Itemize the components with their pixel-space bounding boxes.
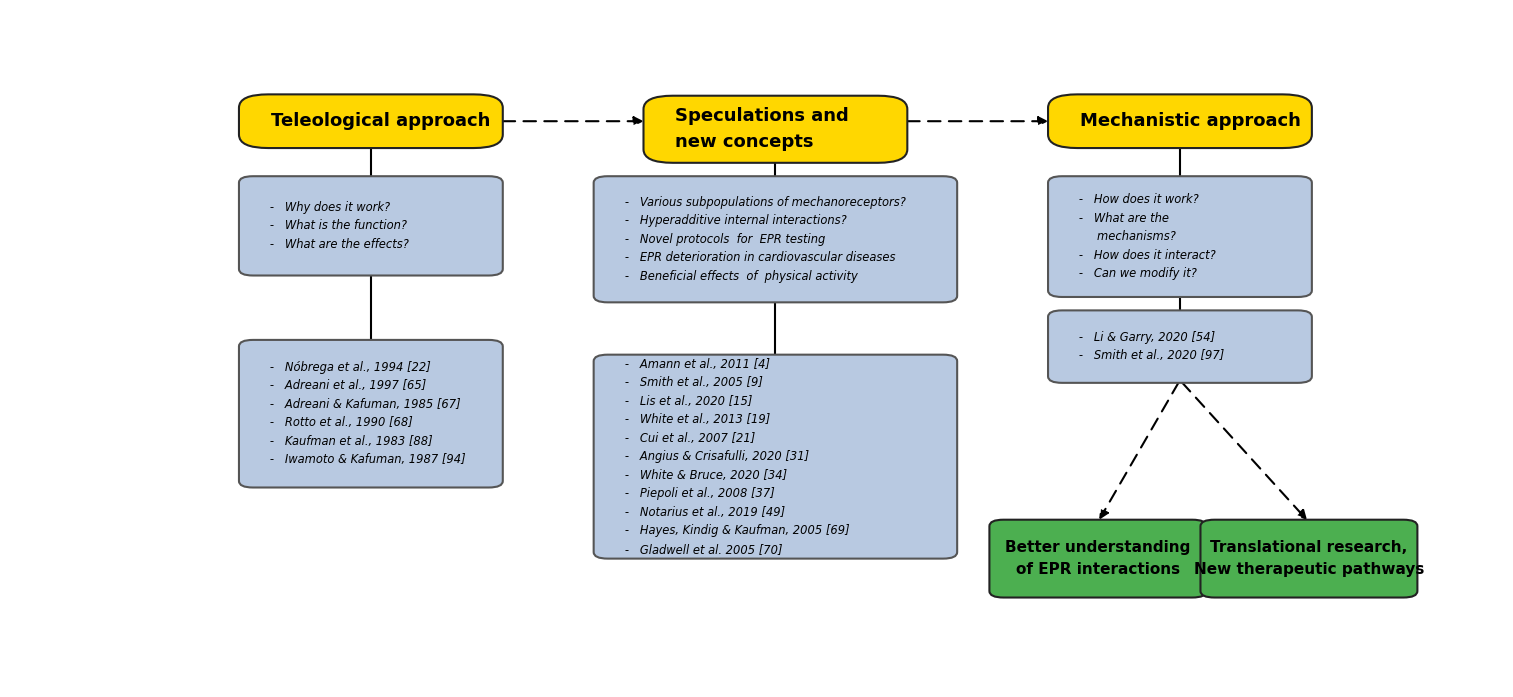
FancyBboxPatch shape bbox=[239, 340, 502, 487]
Text: Translational research,
New therapeutic pathways: Translational research, New therapeutic … bbox=[1194, 540, 1424, 577]
Text: Teleological approach: Teleological approach bbox=[271, 112, 490, 130]
Text: -   Li & Garry, 2020 [54]
   -   Smith et al., 2020 [97]: - Li & Garry, 2020 [54] - Smith et al., … bbox=[1068, 331, 1224, 362]
Text: Better understanding
of EPR interactions: Better understanding of EPR interactions bbox=[1005, 540, 1191, 577]
Text: -   Amann et al., 2011 [4]
   -   Smith et al., 2005 [9]
   -   Lis et al., 2020: - Amann et al., 2011 [4] - Smith et al.,… bbox=[614, 358, 849, 556]
FancyBboxPatch shape bbox=[239, 176, 502, 275]
FancyBboxPatch shape bbox=[1049, 94, 1312, 148]
FancyBboxPatch shape bbox=[1200, 520, 1418, 597]
FancyBboxPatch shape bbox=[643, 95, 908, 163]
FancyBboxPatch shape bbox=[593, 176, 958, 302]
Text: -   Various subpopulations of mechanoreceptors?
   -   Hyperadditive internal in: - Various subpopulations of mechanorecep… bbox=[614, 196, 905, 283]
Text: -   Why does it work?
   -   What is the function?
   -   What are the effects?: - Why does it work? - What is the functi… bbox=[259, 201, 409, 251]
FancyBboxPatch shape bbox=[990, 520, 1206, 597]
FancyBboxPatch shape bbox=[1049, 310, 1312, 383]
Text: Speculations and
new concepts: Speculations and new concepts bbox=[675, 107, 849, 151]
Text: -   How does it work?
   -   What are the
        mechanisms?
   -   How does it: - How does it work? - What are the mecha… bbox=[1068, 193, 1216, 280]
FancyBboxPatch shape bbox=[593, 355, 958, 558]
FancyBboxPatch shape bbox=[239, 94, 502, 148]
FancyBboxPatch shape bbox=[1049, 176, 1312, 297]
Text: -   Nóbrega et al., 1994 [22]
   -   Adreani et al., 1997 [65]
   -   Adreani & : - Nóbrega et al., 1994 [22] - Adreani et… bbox=[259, 361, 466, 466]
Text: Mechanistic approach: Mechanistic approach bbox=[1080, 112, 1301, 130]
